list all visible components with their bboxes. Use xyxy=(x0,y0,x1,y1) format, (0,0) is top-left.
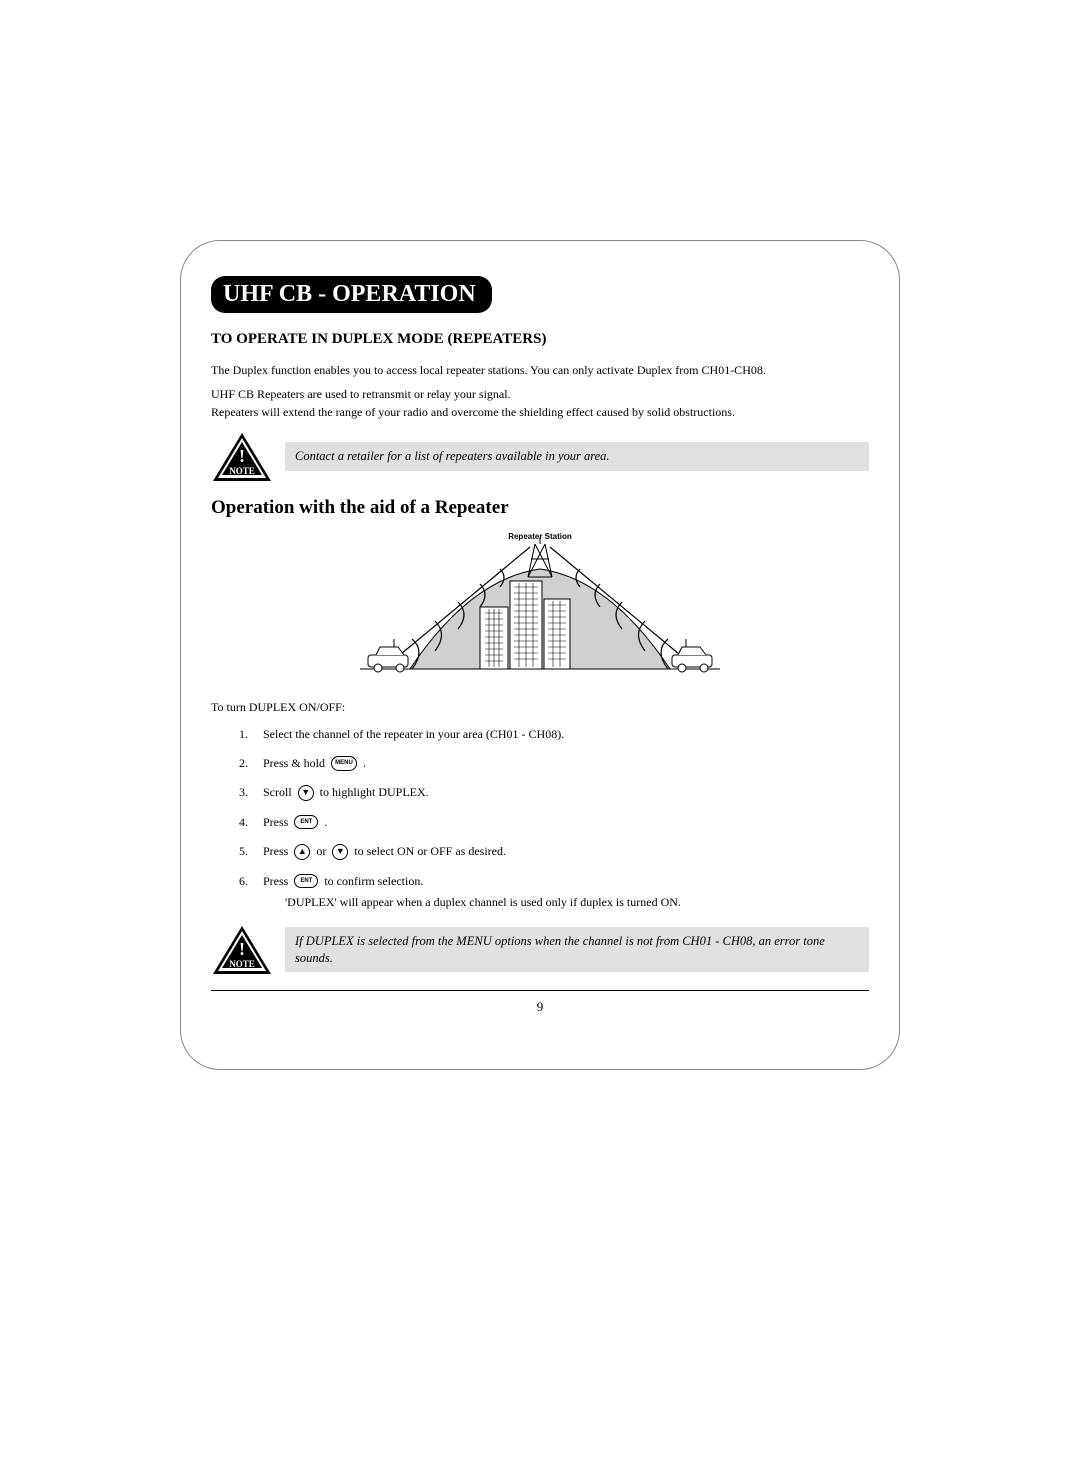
up-arrow-icon: ▲ xyxy=(294,844,310,860)
page-frame: UHF CB - OPERATION TO OPERATE IN DUPLEX … xyxy=(180,240,900,1070)
warning-triangle-icon: ! NOTE xyxy=(211,924,273,976)
svg-text:NOTE: NOTE xyxy=(229,959,255,969)
step-6-sub: 'DUPLEX' will appear when a duplex chann… xyxy=(285,895,869,910)
step-1: 1. Select the channel of the repeater in… xyxy=(239,727,869,742)
step-6: 6. Press ENT to confirm selection. xyxy=(239,874,869,889)
note-2: ! NOTE If DUPLEX is selected from the ME… xyxy=(211,924,869,976)
intro-paragraph-3: Repeaters will extend the range of your … xyxy=(211,404,869,420)
note-2-text: If DUPLEX is selected from the MENU opti… xyxy=(285,927,869,972)
note-1-text: Contact a retailer for a list of repeate… xyxy=(285,442,869,470)
separator xyxy=(211,990,869,991)
repeater-diagram: Repeater Station xyxy=(340,529,740,684)
step-5: 5. Press ▲ or ▼ to select ON or OFF as d… xyxy=(239,844,869,860)
ent-button-icon: ENT xyxy=(294,815,318,829)
subsection-title: Operation with the aid of a Repeater xyxy=(211,497,869,519)
menu-button-icon: MENU xyxy=(331,756,357,771)
steps-list: 1. Select the channel of the repeater in… xyxy=(239,727,869,910)
section-header: UHF CB - OPERATION xyxy=(211,276,492,313)
subheading: TO OPERATE IN DUPLEX MODE (REPEATERS) xyxy=(211,331,869,348)
step-3: 3. Scroll ▼ to highlight DUPLEX. xyxy=(239,785,869,801)
step-2: 2. Press & hold MENU . xyxy=(239,756,869,771)
down-arrow-icon: ▼ xyxy=(332,844,348,860)
intro-paragraph-2: UHF CB Repeaters are used to retransmit … xyxy=(211,386,869,402)
svg-text:!: ! xyxy=(239,446,245,466)
instructions-lead: To turn DUPLEX ON/OFF: xyxy=(211,700,869,715)
note-1: ! NOTE Contact a retailer for a list of … xyxy=(211,431,869,483)
ent-button-icon: ENT xyxy=(294,874,318,888)
svg-text:NOTE: NOTE xyxy=(229,466,255,476)
page-number: 9 xyxy=(211,999,869,1015)
down-arrow-icon: ▼ xyxy=(298,785,314,801)
intro-paragraph-1: The Duplex function enables you to acces… xyxy=(211,362,869,378)
warning-triangle-icon: ! NOTE xyxy=(211,431,273,483)
step-4: 4. Press ENT . xyxy=(239,815,869,830)
svg-text:!: ! xyxy=(239,939,245,959)
